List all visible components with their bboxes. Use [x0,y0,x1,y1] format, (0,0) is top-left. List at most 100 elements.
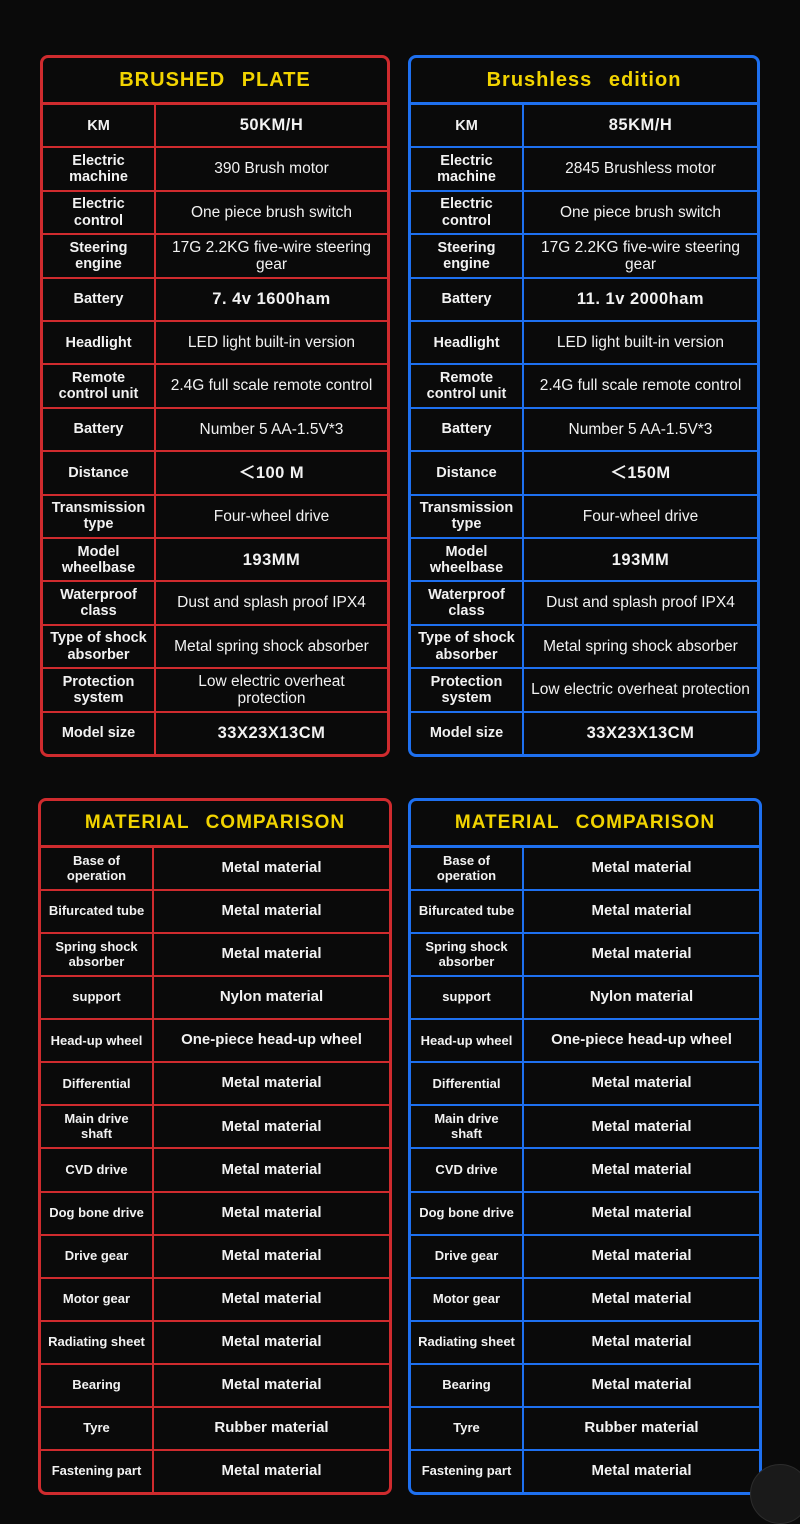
row-value: ＜150M [610,463,671,482]
row-value: Metal material [221,1375,322,1393]
row-label: Bearing [411,1364,524,1406]
row-value: 17G 2.2KG five-wire steering gear [540,238,740,273]
table-row: support Nylon material [411,975,759,1019]
row-value: Metal material [591,1203,692,1221]
table-row: Waterproof class Dust and splash proof IP… [411,580,757,624]
table-row: Type of shock absorber Metal spring shock… [43,623,387,668]
table-row: Model size 33X23X13CM [411,710,757,755]
row-label: Steering engine [411,235,524,277]
table-row: Waterproof class Dust and splash proof IP… [43,580,387,624]
table-row: Battery Number 5 AA-1.5V*3 [43,406,387,451]
table-row: Tyre Rubber material [411,1405,759,1449]
row-value: Metal material [221,1332,322,1350]
row-value: 85KM/H [608,116,673,135]
row-label: Electric machine [43,148,156,190]
row-label: Main drive shaft [411,1106,524,1148]
row-label: Protection system [43,669,156,711]
table-row: CVD drive Metal material [41,1147,389,1191]
row-value: Metal material [591,1332,692,1350]
table-row: support Nylon material [41,975,389,1019]
row-value: Metal material [221,945,322,963]
row-value: One-piece head-up wheel [181,1031,362,1049]
row-label: Electric control [43,191,156,234]
row-value: LED light built-in version [556,334,725,352]
table-row: Dog bone drive Metal material [41,1190,389,1234]
material-table-brushed-body: Base of operation Metal material Bifurcate… [41,848,389,1492]
row-value: Nylon material [589,988,694,1006]
row-value: One piece brush switch [190,203,353,221]
table-row: Protection system Low electric overheat p… [43,667,387,711]
table-row: Spring shock absorber Metal material [411,932,759,976]
table-row: Drive gear Metal material [41,1233,389,1277]
row-label: Battery [43,278,156,321]
row-label: Motor gear [41,1278,154,1320]
row-value: 11. 1v 2000ham [576,290,705,309]
row-value: Metal material [591,1289,692,1307]
row-value: 193MM [242,550,301,569]
table-row: Electric control One piece brush switch [411,189,757,234]
row-label: Remote control unit [43,365,156,407]
row-label: Differential [41,1063,154,1105]
row-label: Battery [411,278,524,321]
row-value: Rubber material [584,1418,699,1436]
table-row: Headlight LED light built-in version [43,320,387,364]
row-value: 50KM/H [239,116,304,135]
table-row: Fastening part Metal material [411,1448,759,1492]
table-row: Type of shock absorber Metal spring shock… [411,623,757,668]
row-label: Distance [411,452,524,494]
row-label: KM [411,105,524,147]
row-label: Type of shock absorber [411,625,524,668]
table-row: Radiating sheet Metal material [41,1319,389,1363]
table-row: Transmission type Four-wheel drive [411,493,757,538]
row-value: 7. 4v 1600ham [212,290,331,309]
row-value: 2.4G full scale remote control [539,377,742,395]
table-row: Transmission type Four-wheel drive [43,493,387,538]
row-value: 33X23X13CM [217,724,326,743]
table-row: Main drive shaft Metal material [41,1104,389,1148]
row-label: support [411,977,524,1019]
row-value: Metal material [591,1246,692,1264]
table-row: Model size 33X23X13CM [43,710,387,755]
row-label: Radiating sheet [411,1321,524,1363]
row-value: 33X23X13CM [586,724,695,743]
table-row: KM 50KM/H [43,105,387,147]
row-value: One piece brush switch [559,203,722,221]
table-row: Fastening part Metal material [41,1448,389,1492]
row-value: Metal material [591,859,692,877]
row-value: Dust and splash proof IPX4 [546,594,735,612]
spec-table-brushless-body: KM 85KM/H Electric machine 2845 Brushless m… [411,105,757,755]
table-row: KM 85KM/H [411,105,757,147]
row-label: Dog bone drive [411,1192,524,1234]
row-label: Radiating sheet [41,1321,154,1363]
row-label: Remote control unit [411,365,524,407]
row-value: Metal material [221,1160,322,1178]
table-row: Bifurcated tube Metal material [411,889,759,933]
table-row: Base of operation Metal material [411,848,759,890]
row-value: Rubber material [214,1418,329,1436]
table-row: Protection system Low electric overheat p… [411,667,757,711]
row-label: Waterproof class [411,582,524,624]
row-label: Electric machine [411,148,524,190]
row-value: Metal spring shock absorber [174,637,369,655]
row-label: Differential [411,1063,524,1105]
row-value: Low electric overheat protection [531,681,750,699]
row-label: Type of shock absorber [43,625,156,668]
spec-table-brushless: Brushless edition KM 85KM/H Electric machi… [408,55,760,757]
row-value: ＜100 M [238,463,305,482]
table-row: Steering engine 17G 2.2KG five-wire steer… [411,233,757,277]
row-value: Low electric overheat protection [198,672,345,707]
row-label: Bifurcated tube [411,891,524,933]
spec-table-brushed-body: KM 50KM/H Electric machine 390 Brush motor E… [43,105,387,755]
row-label: Fastening part [411,1450,524,1492]
row-value: 390 Brush motor [214,160,329,178]
table-row: Bearing Metal material [411,1362,759,1406]
material-table-brushed: MATERIAL COMPARISON Base of operation Met… [38,798,392,1495]
row-label: Bifurcated tube [41,891,154,933]
table-row: Electric machine 2845 Brushless motor [411,146,757,190]
row-label: Motor gear [411,1278,524,1320]
table-row: Bifurcated tube Metal material [41,889,389,933]
row-label: Base of operation [411,848,524,890]
row-value: One-piece head-up wheel [551,1031,732,1049]
row-label: Waterproof class [43,582,156,624]
